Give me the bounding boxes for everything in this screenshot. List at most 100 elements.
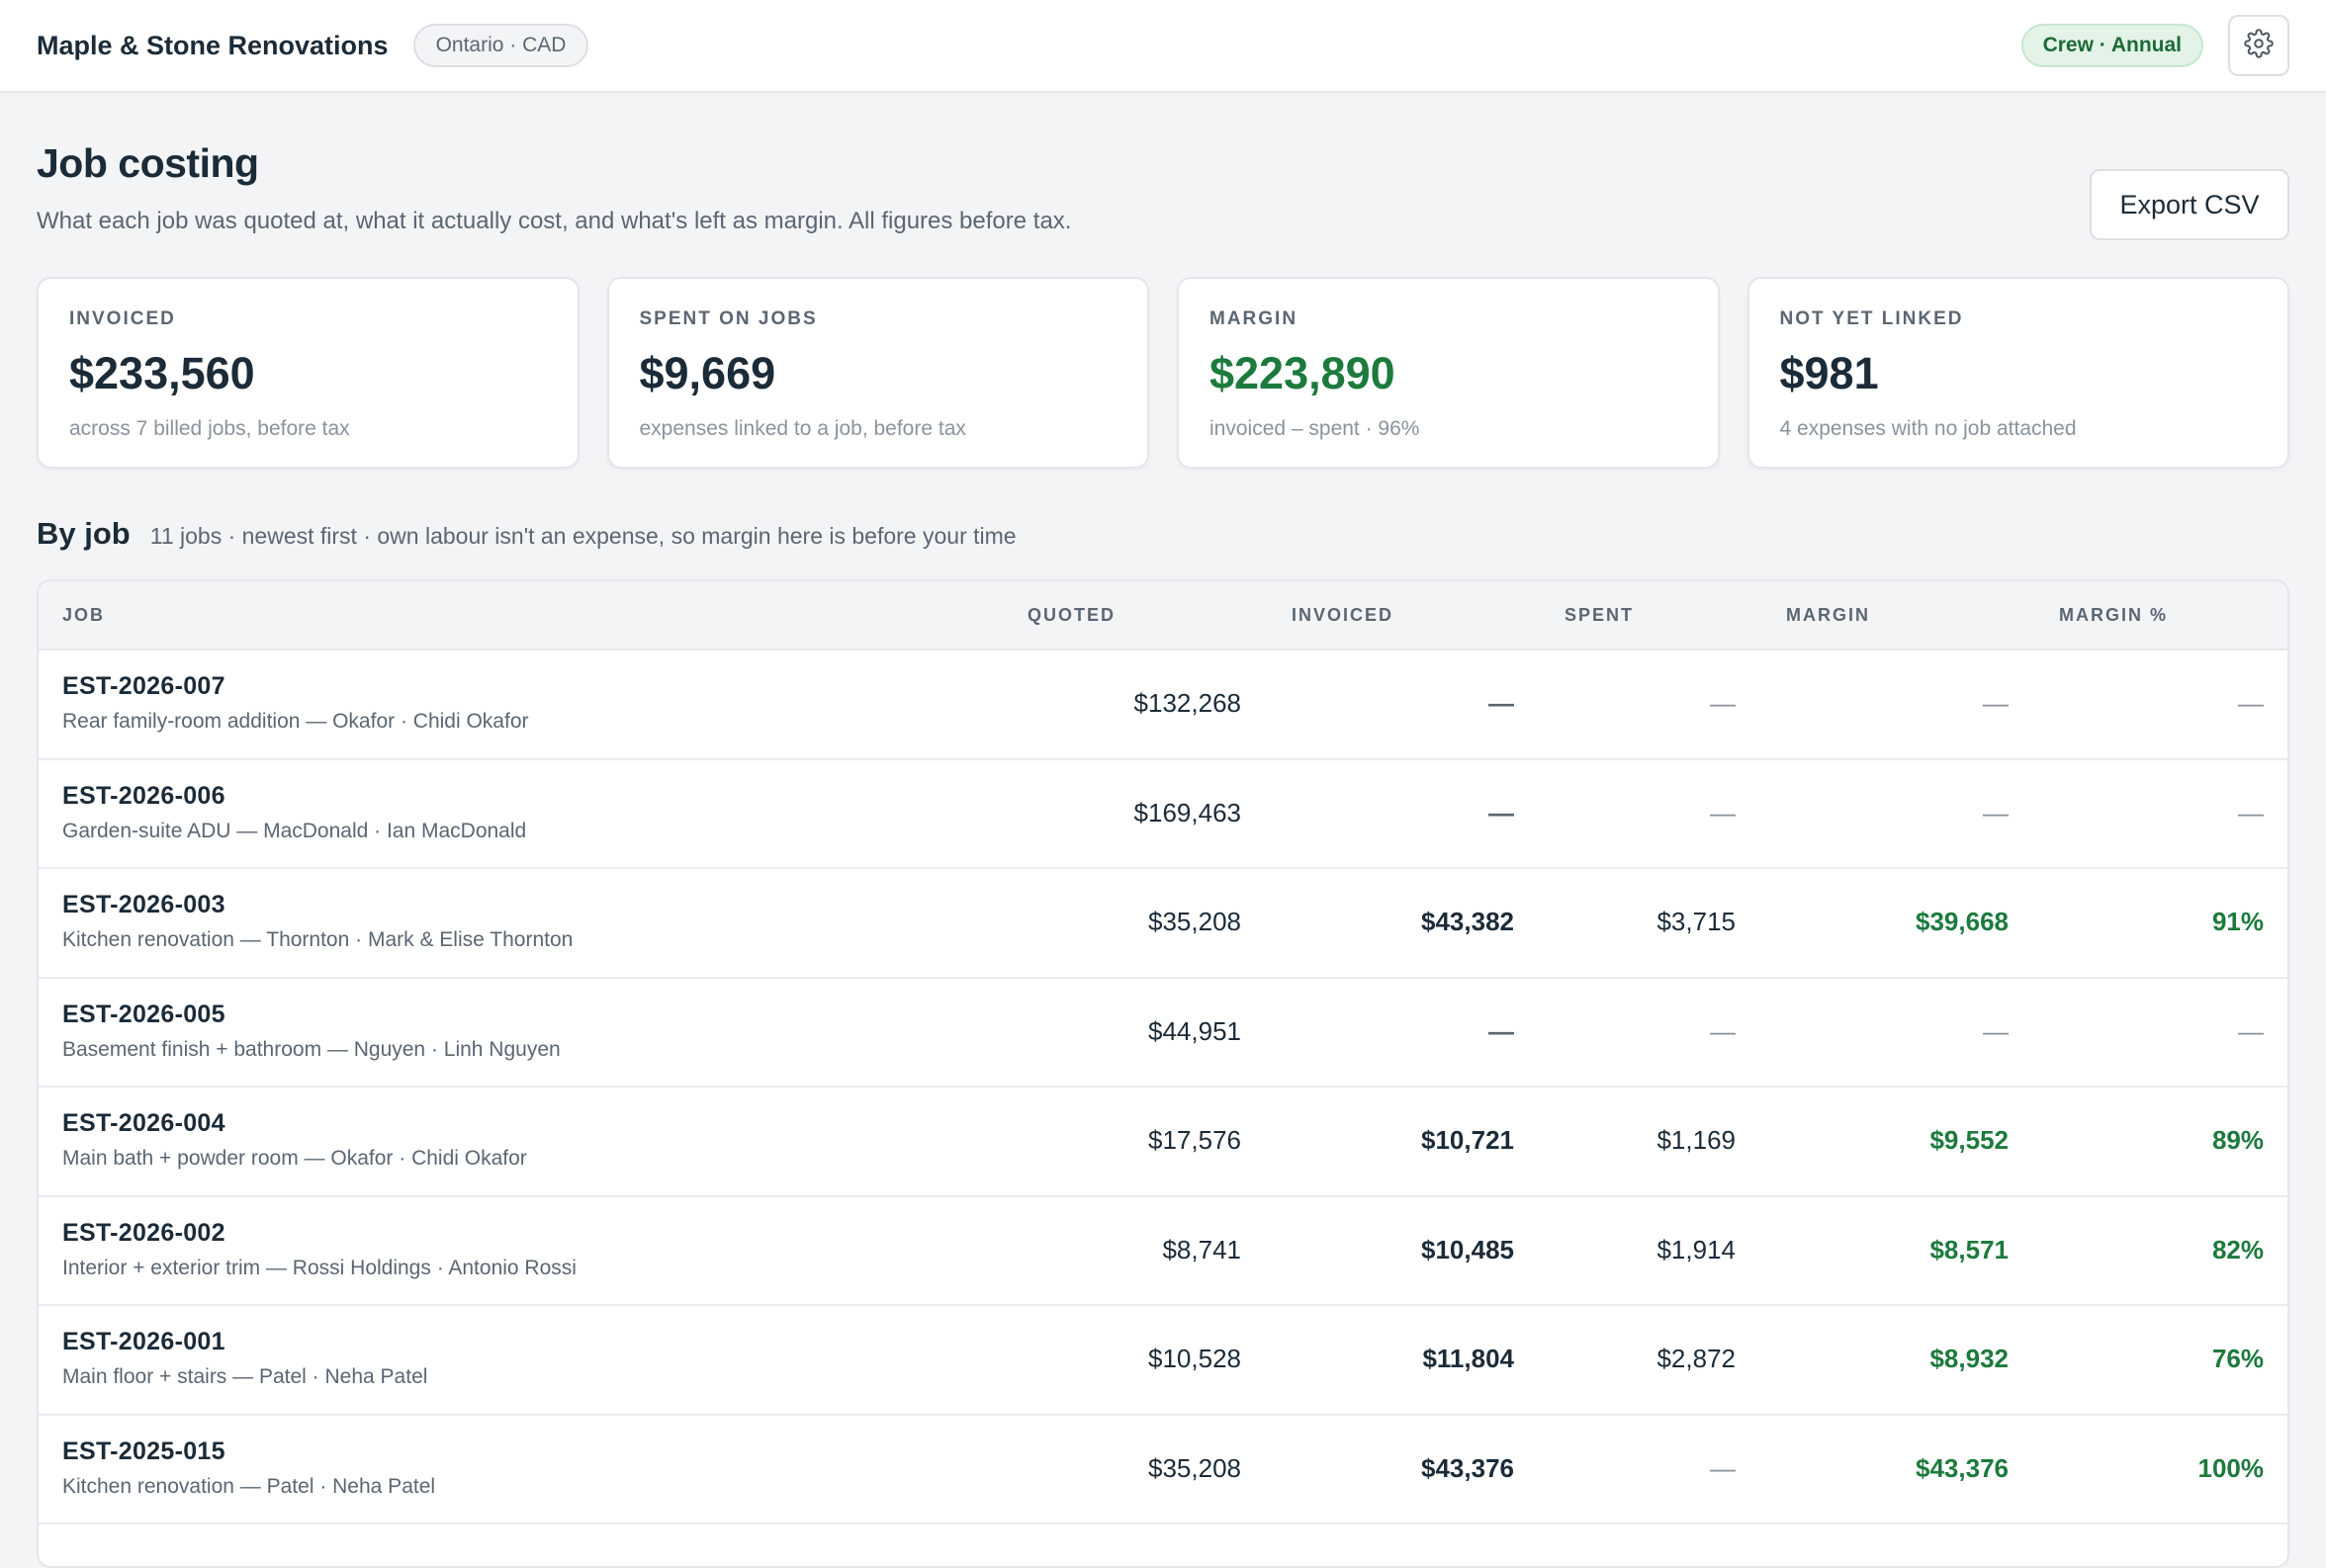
quoted-value: $35,208 <box>1148 907 1241 936</box>
table-row[interactable]: EST-2026-001 Main floor + stairs — Patel … <box>39 1306 2287 1416</box>
card-value: $981 <box>1779 348 1879 398</box>
margin-value: $43,376 <box>1916 1452 2009 1483</box>
job-id: EST-2026-001 <box>62 1328 225 1355</box>
quoted-value: $10,528 <box>1148 1344 1241 1373</box>
top-bar-actions: Crew · Annual <box>2020 15 2289 76</box>
table-row[interactable]: EST-2025-015 Kitchen renovation — Patel ·… <box>39 1416 2287 1524</box>
invoiced-value: — <box>1488 688 1514 718</box>
invoiced-value: — <box>1488 1015 1514 1046</box>
card-label: SPENT ON JOBS <box>639 308 818 329</box>
margin-value: — <box>1983 688 2009 718</box>
card-spent-on-jobs: SPENT ON JOBS $9,669 expenses linked to … <box>606 277 1149 469</box>
quoted-value: $169,463 <box>1133 797 1241 828</box>
margin-percent-value: 76% <box>2211 1344 2264 1373</box>
margin-value: — <box>1983 797 2009 828</box>
settings-button[interactable] <box>2228 15 2289 76</box>
section-header: By job 11 jobs · newest first · own labo… <box>37 516 1017 552</box>
invoiced-value: $11,804 <box>1422 1344 1514 1373</box>
card-note: across 7 billed jobs, before tax <box>69 417 350 440</box>
section-note: 11 jobs · newest first · own labour isn'… <box>149 523 1017 549</box>
card-label: INVOICED <box>69 308 176 329</box>
job-description: Rear family-room addition — Okafor · Chi… <box>62 710 529 733</box>
spent-value: $1,169 <box>1656 1125 1736 1155</box>
page-subtitle: What each job was quoted at, what it act… <box>37 208 1072 234</box>
job-description: Basement finish + bathroom — Nguyen · Li… <box>62 1037 561 1061</box>
margin-value: $9,552 <box>1929 1125 2009 1155</box>
spent-value: — <box>1710 797 1736 828</box>
job-id: EST-2026-002 <box>62 1218 225 1247</box>
section-title: By job <box>37 516 131 551</box>
job-id: EST-2025-015 <box>62 1437 225 1465</box>
region-badge: Ontario · CAD <box>412 24 589 67</box>
margin-value: $8,571 <box>1929 1234 2009 1264</box>
table-row[interactable]: EST-2026-002 Interior + exterior trim — R… <box>39 1197 2287 1306</box>
invoiced-value: $43,376 <box>1421 1452 1514 1483</box>
margin-percent-value: — <box>2238 1015 2264 1046</box>
job-id: EST-2026-003 <box>62 891 225 918</box>
column-header-spent[interactable]: SPENT <box>1565 605 1635 625</box>
column-header-quoted[interactable]: QUOTED <box>1028 605 1117 625</box>
margin-value: $39,668 <box>1916 907 2009 936</box>
card-value: $223,890 <box>1209 348 1395 398</box>
spent-value: $2,872 <box>1656 1344 1736 1373</box>
invoiced-value: — <box>1488 797 1514 828</box>
table-row[interactable]: EST-2026-005 Basement finish + bathroom —… <box>39 979 2287 1088</box>
column-header-margin[interactable]: MARGIN <box>1786 605 1870 625</box>
column-header-margin-pct[interactable]: MARGIN % <box>2059 605 2168 625</box>
quoted-value: $8,741 <box>1162 1234 1241 1264</box>
export-csv-button[interactable]: Export CSV <box>2090 169 2289 240</box>
card-label: MARGIN <box>1209 308 1298 329</box>
job-id: EST-2026-005 <box>62 1000 225 1028</box>
invoiced-value: $10,721 <box>1421 1125 1514 1155</box>
spent-value: — <box>1710 688 1736 718</box>
job-table: JOB QUOTED INVOICED SPENT MARGIN MARGIN … <box>37 579 2289 1568</box>
margin-percent-value: 100% <box>2197 1452 2265 1483</box>
margin-value: — <box>1983 1015 2009 1046</box>
job-description: Main bath + powder room — Okafor · Chidi… <box>62 1147 527 1170</box>
job-id: EST-2026-004 <box>62 1109 225 1137</box>
column-header-job[interactable]: JOB <box>62 605 106 625</box>
card-not-yet-linked: NOT YET LINKED $981 4 expenses with no j… <box>1746 277 2289 469</box>
margin-percent-value: 91% <box>2211 907 2264 936</box>
quoted-value: $44,951 <box>1148 1015 1241 1046</box>
job-description: Interior + exterior trim — Rossi Holding… <box>62 1256 577 1279</box>
table-row[interactable]: EST-2026-003 Kitchen renovation — Thornto… <box>39 869 2287 979</box>
job-description: Kitchen renovation — Patel · Neha Patel <box>62 1474 436 1498</box>
margin-percent-value: 89% <box>2211 1125 2264 1155</box>
card-note: expenses linked to a job, before tax <box>639 417 966 440</box>
spent-value: — <box>1710 1015 1736 1046</box>
card-invoiced: INVOICED $233,560 across 7 billed jobs, … <box>37 277 580 469</box>
job-description: Main floor + stairs — Patel · Neha Patel <box>62 1365 428 1388</box>
job-description: Garden-suite ADU — MacDonald · Ian MacDo… <box>62 819 527 842</box>
job-description: Kitchen renovation — Thornton · Mark & E… <box>62 928 574 951</box>
spent-value: — <box>1710 1452 1736 1483</box>
brand-name: Maple & Stone Renovations <box>37 30 389 60</box>
invoiced-value: $43,382 <box>1421 907 1514 936</box>
gear-icon <box>2244 28 2274 63</box>
quoted-value: $17,576 <box>1148 1125 1241 1155</box>
card-note: 4 expenses with no job attached <box>1779 417 2077 440</box>
job-id: EST-2026-006 <box>62 781 225 810</box>
margin-percent-value: 82% <box>2211 1234 2264 1264</box>
table-body: EST-2026-007 Rear family-room addition — … <box>39 651 2287 1524</box>
table-header: JOB QUOTED INVOICED SPENT MARGIN MARGIN … <box>39 581 2287 651</box>
job-id: EST-2026-007 <box>62 672 225 700</box>
summary-cards: INVOICED $233,560 across 7 billed jobs, … <box>37 277 2289 469</box>
card-value: $233,560 <box>69 348 255 398</box>
table-row[interactable]: EST-2026-007 Rear family-room addition — … <box>39 651 2287 760</box>
margin-percent-value: — <box>2238 797 2264 828</box>
margin-percent-value: — <box>2238 688 2264 718</box>
table-row[interactable]: EST-2026-004 Main bath + powder room — Ok… <box>39 1088 2287 1197</box>
plan-badge: Crew · Annual <box>2020 24 2203 67</box>
column-header-invoiced[interactable]: INVOICED <box>1292 605 1394 625</box>
card-margin: MARGIN $223,890 invoiced – spent · 96% <box>1177 277 1720 469</box>
spent-value: $3,715 <box>1656 907 1736 936</box>
page-title: Job costing <box>37 140 259 186</box>
margin-value: $8,932 <box>1929 1344 2009 1373</box>
top-bar: Maple & Stone Renovations Ontario · CAD … <box>0 0 2326 93</box>
card-value: $9,669 <box>639 348 776 398</box>
spent-value: $1,914 <box>1656 1234 1736 1264</box>
quoted-value: $132,268 <box>1133 688 1241 718</box>
card-label: NOT YET LINKED <box>1779 308 1964 329</box>
table-row[interactable]: EST-2026-006 Garden-suite ADU — MacDonald… <box>39 760 2287 869</box>
